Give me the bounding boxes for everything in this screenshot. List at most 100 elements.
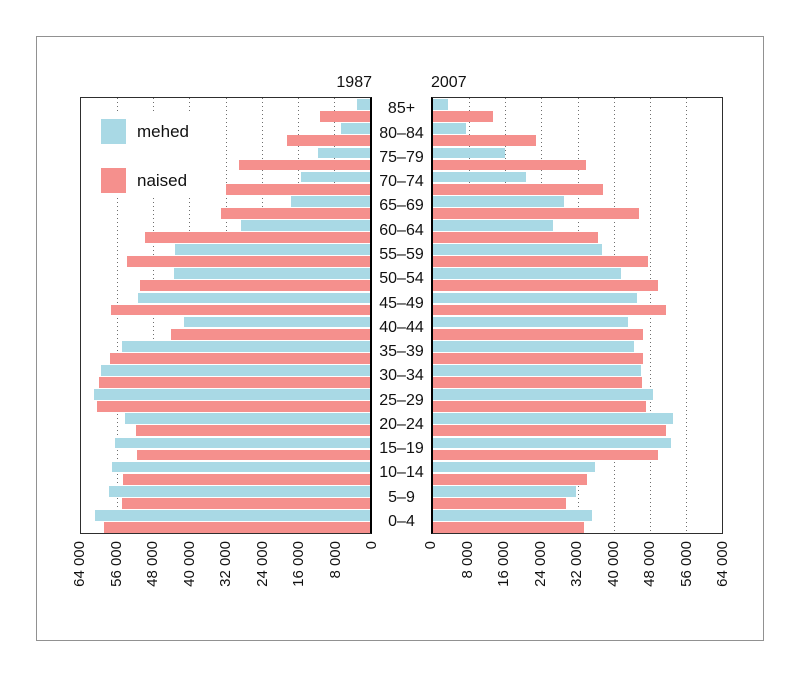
x-tick-label: 32 000 xyxy=(217,541,234,587)
pyramid-bar xyxy=(240,220,370,231)
pyramid-bar xyxy=(137,449,370,461)
pyramid-bar xyxy=(433,159,586,171)
legend-label-mehed: mehed xyxy=(137,122,189,141)
pyramid-bar xyxy=(433,510,593,521)
gridline xyxy=(541,98,543,533)
age-label: 80–84 xyxy=(379,124,424,142)
pyramid-bar xyxy=(287,135,370,147)
gridline xyxy=(297,98,299,533)
age-label: 20–24 xyxy=(379,415,424,433)
pyramid-bar xyxy=(239,159,370,171)
pyramid-bar xyxy=(139,280,370,292)
pyramid-bar xyxy=(433,207,640,219)
x-tick-label: 64 000 xyxy=(714,541,731,587)
pyramid-bar xyxy=(433,425,667,437)
pyramid-bar xyxy=(433,147,505,159)
pyramid-bar xyxy=(433,123,466,135)
pyramid-bar xyxy=(173,268,370,280)
pyramid-bar xyxy=(318,147,370,159)
gridline xyxy=(333,98,335,533)
pyramid-bar xyxy=(433,232,598,243)
pyramid-bar xyxy=(433,485,576,497)
x-tick-label: 0 xyxy=(422,541,439,550)
age-label: 75–79 xyxy=(379,148,424,166)
pyramid-bar xyxy=(433,352,643,364)
x-tick-label: 40 000 xyxy=(604,541,622,587)
pyramid-bar xyxy=(126,256,370,268)
gridline xyxy=(577,98,579,533)
x-tick-label: 8 000 xyxy=(326,541,344,579)
pyramid-bar xyxy=(184,316,370,328)
age-label: 55–59 xyxy=(379,245,424,263)
pyramid-bar xyxy=(433,522,584,533)
legend-entry-naised: naised xyxy=(101,168,219,193)
pyramid-panel-1987 xyxy=(80,97,372,534)
pyramid-bar xyxy=(341,123,370,135)
pyramid-bar xyxy=(433,401,646,413)
pyramid-bar xyxy=(291,195,370,207)
x-tick-label: 56 000 xyxy=(677,541,695,587)
gridline xyxy=(505,98,507,533)
x-tick-label: 64 000 xyxy=(71,541,88,587)
gridline xyxy=(189,98,191,533)
pyramid-bar xyxy=(93,389,370,400)
pyramid-bar xyxy=(433,449,659,461)
x-tick-label: 0 xyxy=(363,541,380,550)
pyramid-bar xyxy=(174,244,370,255)
age-label: 85+ xyxy=(387,100,416,118)
pyramid-bar xyxy=(124,413,370,425)
pyramid-bar xyxy=(433,316,628,328)
age-label: 50–54 xyxy=(379,270,424,288)
pyramid-bar xyxy=(433,304,666,316)
x-tick-label: 32 000 xyxy=(568,541,585,587)
x-tick-label: 48 000 xyxy=(144,541,161,587)
figure-frame: 1987 2007 85+ 80–84 75–79 70–74 65–69 60–64 55… xyxy=(36,36,764,641)
pyramid-bar xyxy=(98,377,370,388)
pyramid-bar xyxy=(433,413,673,425)
age-label: 60–64 xyxy=(379,221,424,239)
pyramid-bar xyxy=(433,268,622,280)
age-label: 10–14 xyxy=(379,464,424,482)
pyramid-bar xyxy=(433,111,494,123)
gridline xyxy=(261,98,263,533)
age-label: 30–34 xyxy=(379,367,424,385)
age-label: 35–39 xyxy=(379,343,424,361)
gridline xyxy=(685,98,687,533)
pyramid-bar xyxy=(433,135,536,147)
pyramid-bar xyxy=(100,365,370,376)
age-label: 5–9 xyxy=(388,488,415,506)
pyramid-bar xyxy=(104,522,370,533)
pyramid-bar xyxy=(108,485,370,497)
pyramid-bar xyxy=(121,497,370,509)
age-label: 25–29 xyxy=(379,391,424,409)
legend-swatch-naised xyxy=(101,168,126,193)
pyramid-bar xyxy=(433,473,587,485)
pyramid-bar xyxy=(433,195,564,207)
pyramid-bar xyxy=(300,171,370,183)
pyramid-bar xyxy=(433,497,566,509)
pyramid-bar xyxy=(433,340,634,352)
pyramid-bar xyxy=(433,220,553,231)
legend: mehed naised xyxy=(101,111,219,197)
gridline xyxy=(225,98,227,533)
x-tick-label: 24 000 xyxy=(531,541,549,587)
age-label: 70–74 xyxy=(379,173,424,191)
gridline xyxy=(469,98,471,533)
legend-label-naised: naised xyxy=(137,171,188,190)
x-tick-label: 24 000 xyxy=(253,541,271,587)
pyramid-bar xyxy=(433,99,449,110)
panel-title-2007: 2007 xyxy=(431,74,467,91)
age-label: 0–4 xyxy=(388,513,415,531)
pyramid-bar xyxy=(109,352,370,364)
pyramid-bar xyxy=(114,437,370,449)
pyramid-bar xyxy=(433,244,603,255)
legend-entry-mehed: mehed xyxy=(101,119,219,144)
pyramid-bar xyxy=(356,99,370,110)
age-label: 45–49 xyxy=(379,294,424,312)
pyramid-bar xyxy=(433,461,595,473)
legend-swatch-mehed xyxy=(101,119,126,144)
x-tick-label: 56 000 xyxy=(107,541,125,587)
pyramid-bar xyxy=(433,292,638,304)
pyramid-bar xyxy=(122,473,370,485)
gridline xyxy=(649,98,651,533)
